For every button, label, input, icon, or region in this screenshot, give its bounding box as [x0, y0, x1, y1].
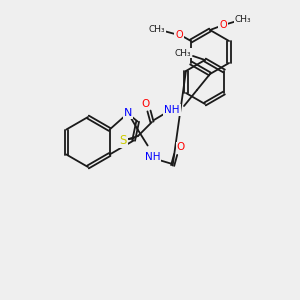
- Text: O: O: [175, 30, 183, 40]
- Text: CH₃: CH₃: [175, 49, 191, 58]
- Text: S: S: [119, 134, 127, 148]
- Text: O: O: [219, 20, 227, 30]
- Text: NH: NH: [145, 152, 161, 163]
- Text: O: O: [141, 99, 149, 109]
- Text: NH: NH: [164, 105, 180, 115]
- Text: O: O: [176, 142, 185, 152]
- Text: CH₃: CH₃: [235, 16, 251, 25]
- Text: CH₃: CH₃: [148, 26, 165, 34]
- Text: N: N: [124, 109, 132, 118]
